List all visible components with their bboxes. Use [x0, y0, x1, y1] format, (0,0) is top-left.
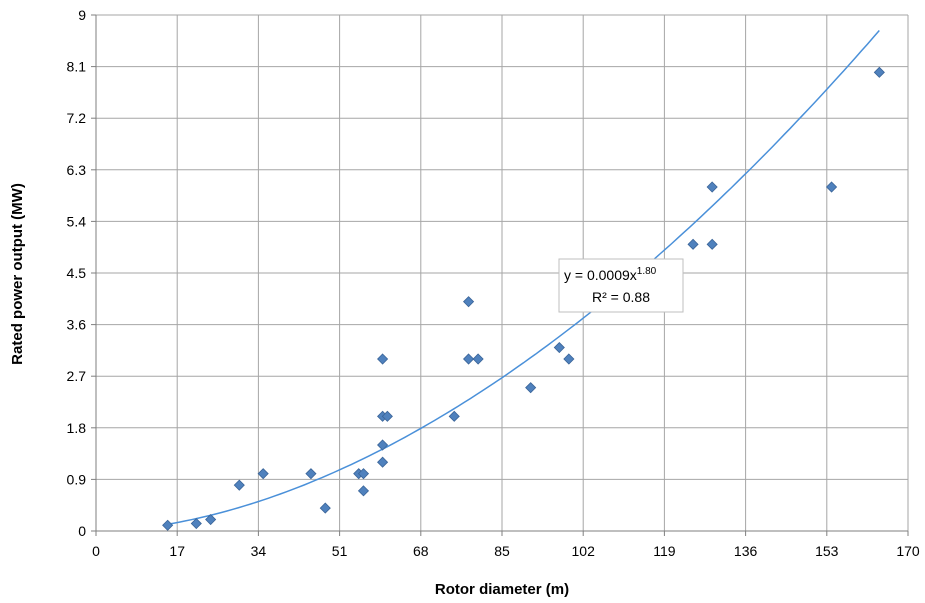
y-tick-labels: 0 0.9 1.8 2.7 3.6 4.5 5.4 6.3 7.2 8.1 9 — [67, 7, 87, 539]
data-point — [377, 439, 389, 451]
x-tick-label: 34 — [251, 543, 267, 559]
data-point — [706, 238, 718, 250]
y-tick-label: 9 — [78, 7, 86, 23]
y-tick-label: 8.1 — [67, 59, 87, 75]
axes — [91, 14, 909, 536]
trendline-group — [167, 30, 880, 525]
data-point — [162, 519, 174, 531]
x-tick-label: 136 — [734, 543, 758, 559]
data-point — [448, 410, 460, 422]
r-squared-label: R² = 0.88 — [592, 289, 650, 305]
data-point — [357, 485, 370, 497]
y-axis-title: Rated power output (MW) — [9, 183, 26, 365]
data-point — [377, 456, 389, 468]
equation-prefix: y = 0.0009x — [564, 267, 637, 283]
x-tick-label: 153 — [815, 543, 839, 559]
data-point — [381, 410, 393, 422]
x-tick-label: 68 — [413, 543, 429, 559]
x-tick-label: 170 — [896, 543, 920, 559]
data-point — [687, 238, 699, 250]
trendline-equation-box: y = 0.0009x1.80 R² = 0.88 — [558, 258, 684, 313]
data-point — [377, 353, 389, 365]
y-tick-label: 7.2 — [67, 110, 87, 126]
x-tick-label: 17 — [169, 543, 185, 559]
data-point — [462, 296, 475, 308]
x-tick-label: 0 — [92, 543, 100, 559]
y-tick-label: 0.9 — [67, 471, 87, 487]
data-point — [553, 341, 565, 354]
data-point — [525, 382, 537, 394]
y-tick-label: 6.3 — [67, 162, 87, 178]
power-trendline — [167, 30, 880, 525]
x-tick-label: 119 — [653, 543, 676, 559]
data-point — [190, 517, 202, 530]
data-points — [162, 66, 885, 531]
x-tick-label: 85 — [494, 543, 510, 559]
data-point — [472, 353, 484, 365]
data-point — [563, 353, 575, 365]
y-tick-label: 5.4 — [67, 213, 87, 229]
data-point — [205, 513, 217, 526]
data-point — [357, 468, 370, 480]
y-tick-label: 4.5 — [67, 265, 87, 281]
data-point — [233, 479, 245, 491]
data-point — [319, 502, 331, 514]
trendline-equation: y = 0.0009x1.80 — [564, 266, 657, 283]
equation-box-frame — [558, 258, 684, 313]
x-tick-labels: 0 17 34 51 68 85 102 119 136 153 170 — [92, 543, 920, 559]
data-point — [305, 468, 317, 480]
data-point — [873, 66, 885, 78]
y-tick-label: 1.8 — [67, 420, 87, 436]
y-tick-label: 3.6 — [67, 317, 87, 333]
x-axis-title: Rotor diameter (m) — [435, 581, 569, 598]
data-point — [257, 468, 269, 480]
data-point — [826, 181, 838, 193]
y-tick-label: 2.7 — [67, 368, 87, 384]
x-tick-label: 51 — [332, 543, 348, 559]
equation-exponent: 1.80 — [637, 266, 657, 277]
data-point — [462, 353, 475, 365]
y-tick-label: 0 — [78, 523, 86, 539]
data-point — [706, 181, 718, 193]
gridlines — [96, 14, 909, 531]
x-tick-label: 102 — [572, 543, 596, 559]
